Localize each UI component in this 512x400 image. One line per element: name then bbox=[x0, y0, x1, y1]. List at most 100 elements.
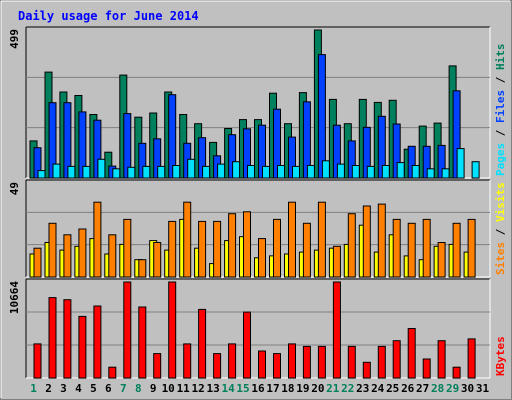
bar-kbytes-day-4 bbox=[78, 315, 87, 379]
legend-entry: / bbox=[494, 222, 507, 242]
bar-pages-day-26 bbox=[411, 165, 420, 179]
bar-pages-day-18 bbox=[292, 165, 300, 179]
bar-sites-day-12 bbox=[198, 220, 207, 278]
bar-pages-day-9 bbox=[157, 165, 166, 179]
bar-pages-day-24 bbox=[381, 165, 390, 179]
x-tick-label: 16 bbox=[251, 382, 265, 395]
bar-pages-day-16 bbox=[262, 165, 270, 179]
bar-sites-day-27 bbox=[422, 218, 431, 278]
bar-kbytes-day-21 bbox=[332, 281, 341, 379]
bar-pages-day-5 bbox=[97, 158, 106, 179]
bar-pages-day-3 bbox=[67, 165, 76, 179]
bar-pages-day-23 bbox=[366, 165, 375, 179]
bar-sites-day-4 bbox=[78, 228, 87, 278]
bar-sites-day-10 bbox=[168, 220, 177, 278]
x-tick-label: 19 bbox=[296, 382, 309, 395]
bar-sites-day-26 bbox=[407, 222, 416, 278]
bar-kbytes-day-8 bbox=[138, 306, 147, 379]
bar-kbytes-day-11 bbox=[183, 343, 192, 379]
x-tick-label: 3 bbox=[60, 382, 67, 395]
bar-kbytes-day-20 bbox=[317, 345, 326, 379]
bar-pages-day-25 bbox=[396, 162, 405, 179]
bar-pages-day-22 bbox=[351, 165, 360, 179]
bar-sites-day-30 bbox=[467, 218, 476, 278]
bar-kbytes-day-26 bbox=[407, 328, 416, 379]
legend-entry: Files bbox=[494, 90, 507, 123]
legend-entry: Visits bbox=[494, 182, 507, 222]
bar-kbytes-day-7 bbox=[123, 281, 132, 379]
x-tick-label: 11 bbox=[177, 382, 191, 395]
bar-sites-day-28 bbox=[437, 242, 446, 278]
bar-kbytes-day-23 bbox=[362, 361, 371, 379]
x-tick-label: 27 bbox=[416, 382, 429, 395]
x-tick-label: 24 bbox=[371, 382, 385, 395]
y-max-label: 499 bbox=[8, 29, 21, 49]
bar-kbytes-day-16 bbox=[258, 350, 266, 379]
bar-sites-day-8 bbox=[138, 259, 147, 278]
series-sites bbox=[33, 201, 476, 278]
bar-pages-day-20 bbox=[321, 160, 330, 179]
panel-legend: Sites / Visits bbox=[494, 182, 507, 275]
bar-kbytes-day-30 bbox=[467, 338, 476, 379]
x-tick-label: 2 bbox=[45, 382, 52, 395]
series-pages bbox=[37, 148, 480, 179]
bar-sites-day-23 bbox=[362, 205, 371, 278]
bar-pages-day-19 bbox=[306, 165, 315, 179]
legend-entry: / bbox=[494, 123, 507, 143]
bar-kbytes-day-6 bbox=[108, 366, 117, 379]
bar-sites-day-6 bbox=[108, 234, 117, 278]
x-axis-labels: 1 2 3 4 5 6 7 8 9 10 11 12 13 14 15 16 17 18 19 20 21 22 23 24 2… bbox=[30, 382, 489, 395]
x-tick-label: 25 bbox=[386, 382, 399, 395]
legend-entry: Sites bbox=[494, 242, 507, 275]
bar-kbytes-day-18 bbox=[288, 343, 296, 379]
bar-sites-day-1 bbox=[33, 247, 42, 278]
legend-entry: Pages bbox=[494, 143, 507, 176]
x-tick-label: 9 bbox=[150, 382, 157, 395]
bar-sites-day-3 bbox=[63, 234, 72, 278]
x-tick-label: 31 bbox=[476, 382, 490, 395]
x-tick-label: 21 bbox=[326, 382, 340, 395]
bar-kbytes-day-15 bbox=[243, 311, 251, 379]
x-tick-label: 15 bbox=[236, 382, 249, 395]
x-tick-label: 12 bbox=[191, 382, 204, 395]
bar-kbytes-day-22 bbox=[347, 345, 356, 379]
bar-sites-day-14 bbox=[228, 213, 237, 278]
bar-sites-day-19 bbox=[302, 222, 311, 278]
bar-pages-day-10 bbox=[172, 165, 181, 179]
bar-sites-day-15 bbox=[243, 211, 251, 278]
bar-kbytes-day-14 bbox=[228, 343, 237, 379]
x-tick-label: 8 bbox=[135, 382, 142, 395]
bar-kbytes-day-3 bbox=[63, 299, 72, 379]
bar-kbytes-day-19 bbox=[302, 345, 311, 379]
x-tick-label: 1 bbox=[30, 382, 37, 395]
x-tick-label: 30 bbox=[461, 382, 474, 395]
bar-pages-day-11 bbox=[187, 158, 196, 179]
x-tick-label: 22 bbox=[341, 382, 354, 395]
x-tick-label: 28 bbox=[431, 382, 444, 395]
bar-kbytes-day-5 bbox=[93, 305, 102, 379]
chart-panels: 499 Pages / Files / Hits 49 Sites / Visits 1… bbox=[8, 26, 507, 379]
bar-kbytes-day-10 bbox=[168, 281, 177, 379]
legend-entry: / bbox=[494, 70, 507, 90]
x-tick-label: 20 bbox=[311, 382, 324, 395]
bar-sites-day-7 bbox=[123, 218, 132, 278]
x-tick-label: 10 bbox=[162, 382, 175, 395]
bar-kbytes-day-12 bbox=[198, 308, 207, 379]
x-tick-label: 13 bbox=[206, 382, 219, 395]
x-tick-label: 6 bbox=[105, 382, 112, 395]
bar-kbytes-day-29 bbox=[452, 366, 461, 379]
x-tick-label: 23 bbox=[356, 382, 369, 395]
bar-sites-day-2 bbox=[48, 222, 57, 278]
bar-kbytes-day-13 bbox=[213, 353, 222, 379]
panel-legend: KBytes bbox=[494, 336, 507, 376]
bar-pages-day-13 bbox=[217, 163, 226, 179]
x-tick-label: 18 bbox=[281, 382, 294, 395]
bar-sites-day-22 bbox=[347, 213, 356, 278]
x-tick-label: 4 bbox=[75, 382, 82, 395]
bar-pages-day-21 bbox=[336, 163, 345, 179]
bar-pages-day-28 bbox=[441, 168, 450, 179]
x-tick-label: 5 bbox=[90, 382, 97, 395]
y-max-label: 10664 bbox=[8, 281, 21, 314]
x-tick-label: 26 bbox=[401, 382, 415, 395]
